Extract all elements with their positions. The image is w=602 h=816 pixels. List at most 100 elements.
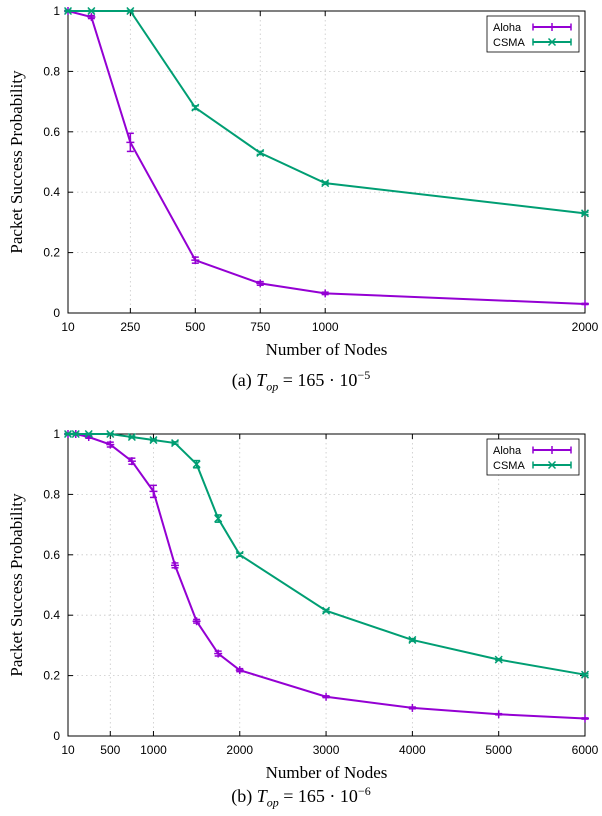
caption-b: (b) Top = 165 · 10−6 (0, 784, 602, 811)
chart-1-csma-point-5 (149, 436, 158, 445)
caption-b-var: T (256, 786, 267, 806)
chart-0-xtick-label-5: 2000 (572, 320, 599, 334)
chart-0-series-aloha (64, 7, 589, 308)
chart-0-csma-marker-b-1 (87, 6, 96, 16)
chart-1-xtick-label-4: 3000 (313, 743, 340, 757)
figure-a: 0 0.2 0.4 0.6 0.8 1 10 250 500 750 1000 2000 Number … (0, 0, 602, 400)
chart-1-aloha-point-5 (149, 484, 158, 499)
chart-1-aloha-point-9 (235, 666, 244, 675)
chart-0-aloha-point-6 (581, 299, 589, 308)
chart-1-ytick-label-3: 0.6 (43, 548, 60, 562)
chart-0-ytick-label-0: 0 (53, 306, 60, 320)
chart-1-csma-marker-b-6 (170, 439, 180, 448)
chart-1-ytick-label-1: 0.2 (43, 669, 60, 683)
chart-1-csma-marker-b-0 (63, 429, 73, 439)
caption-a-sub: op (266, 379, 279, 394)
chart-0-xtick-label-2: 500 (185, 320, 205, 334)
chart-0-csma-marker-b-6 (580, 209, 590, 218)
caption-a-mid: = 165 · 10 (278, 370, 358, 390)
chart-0-legend-label-1: CSMA (493, 37, 525, 49)
chart-1-legend-label-0: Aloha (493, 445, 522, 457)
chart-0-legend-swatch-1 (532, 37, 572, 47)
chart-1-csma-marker-b-12 (494, 655, 503, 664)
chart-0-aloha-line (67, 10, 586, 305)
chart-1-csma-marker-b-5 (149, 436, 158, 445)
chart-0-xtick-label-1: 250 (120, 320, 140, 334)
chart-1-csma-point-11 (408, 635, 417, 644)
chart-0-csma-marker-b-3 (191, 103, 200, 112)
chart-1-ylabel: Packet Success Probability (7, 493, 26, 677)
chart-1-aloha-point-11 (408, 703, 417, 712)
chart-1-xtick-label-7: 6000 (572, 743, 599, 757)
chart-1-csma-marker-b-10 (322, 606, 331, 615)
chart-1-csma-point-13 (580, 670, 590, 679)
chart-0-xlabel: Number of Nodes (266, 340, 388, 359)
chart-0-aloha-point-4 (256, 279, 265, 288)
caption-a: (a) Top = 165 · 10−5 (0, 368, 602, 395)
chart-0-csma-point-4 (256, 148, 265, 157)
chart-1-xtick-label-5: 4000 (399, 743, 426, 757)
caption-a-var: T (256, 370, 267, 390)
chart-0-csma-point-5 (321, 179, 330, 188)
chart-0-csma-point-1 (87, 6, 96, 16)
chart-0-ytick-label-4: 0.8 (43, 64, 60, 78)
chart-0-ytick-label-1: 0.2 (43, 246, 60, 260)
chart-1-aloha-point-4 (127, 457, 136, 466)
chart-1-xtick-label-3: 2000 (226, 743, 253, 757)
chart-1-aloha-point-7 (192, 617, 201, 626)
chart-1-csma-marker-b-7 (192, 460, 201, 469)
chart-0-axes: 0 0.2 0.4 0.6 0.8 1 10 250 500 750 1000 2000 (43, 4, 598, 334)
chart-0-csma-marker-b-5 (321, 179, 330, 188)
chart-1-aloha-point-12 (494, 710, 503, 719)
chart-1-aloha-point-8 (214, 649, 223, 658)
chart-1-ytick-label-0: 0 (53, 729, 60, 743)
chart-1-csma-point-2 (84, 429, 93, 439)
chart-0-legend-label-0: Aloha (493, 22, 522, 34)
caption-b-mid: = 165 · 10 (278, 786, 358, 806)
caption-b-prefix: (b) (231, 786, 253, 806)
chart-1-ytick-label-5: 1 (53, 427, 60, 441)
chart-1-csma-marker-b-8 (214, 514, 223, 523)
chart-1-csma-point-4 (127, 432, 136, 442)
chart-1-axes: 0 0.2 0.4 0.6 0.8 1 10 500 1000 2000 3000 4000 5000 6… (43, 427, 598, 757)
chart-0-aloha-point-1 (87, 13, 96, 22)
chart-0-csma-point-3 (191, 103, 200, 112)
chart-1-aloha-line (68, 433, 586, 720)
chart-0-ylabel: Packet Success Probability (7, 70, 26, 254)
figure-b: 0 0.2 0.4 0.6 0.8 1 10 500 1000 2000 3000 4000 5000 6… (0, 420, 602, 816)
chart-0-ytick-label-2: 0.4 (43, 185, 60, 199)
chart-1-legend-swatch-0 (532, 446, 572, 454)
chart-1-legend-box (486, 438, 580, 476)
chart-1-aloha-point-10 (322, 692, 331, 701)
chart-1-aloha-point-6 (171, 561, 180, 570)
chart-1-xtick-label-2: 1000 (140, 743, 167, 757)
chart-0-csma-marker-b-4 (256, 148, 265, 157)
chart-0-csma-point-0 (63, 6, 73, 16)
chart-1-xtick-label-6: 5000 (485, 743, 512, 757)
chart-1-legend-swatch-1 (532, 460, 572, 470)
chart-0-xtick-label-0: 10 (61, 320, 75, 334)
chart-1-ytick-label-4: 0.8 (43, 487, 60, 501)
chart-1-csma-marker-b-11 (408, 635, 417, 644)
chart-1-aloha-point-3 (106, 440, 115, 449)
caption-a-exp: −5 (357, 368, 371, 382)
chart-1-csma-point-12 (494, 655, 503, 664)
chart-0-csma-point-2 (126, 6, 135, 16)
chart-0-csma-marker-b-0 (63, 6, 73, 16)
chart-1-csma-point-1 (71, 429, 80, 439)
chart-1-csma-point-6 (170, 439, 180, 448)
chart-1-csma-marker-b-13 (580, 670, 590, 679)
chart-1-csma-marker-b-4 (127, 432, 136, 442)
chart-0-xtick-label-3: 750 (250, 320, 270, 334)
chart-0-aloha-point-5 (321, 289, 330, 298)
chart-0-ytick-label-5: 1 (53, 4, 60, 18)
chart-1-legend-swatch-mkb-1 (547, 460, 557, 470)
chart-1-csma-point-3 (106, 429, 115, 439)
chart-0-csma-point-6 (580, 209, 590, 218)
chart-1-aloha-point-13 (581, 714, 589, 723)
chart-0-legend-box (486, 15, 580, 53)
chart-a-svg: 0 0.2 0.4 0.6 0.8 1 10 250 500 750 1000 2000 Number … (7, 4, 599, 359)
caption-b-exp: −6 (357, 784, 371, 798)
chart-1-csma-marker-b-1 (71, 429, 80, 439)
chart-1-csma-point-9 (235, 550, 244, 559)
